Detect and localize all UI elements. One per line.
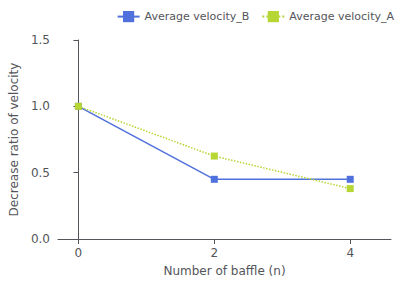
- svg-text:4: 4: [346, 246, 354, 260]
- svg-text:0.5: 0.5: [31, 166, 50, 180]
- svg-text:Average velocity_A: Average velocity_A: [289, 10, 394, 23]
- svg-text:Average velocity_B: Average velocity_B: [145, 10, 250, 23]
- svg-text:1.0: 1.0: [31, 99, 50, 113]
- svg-text:0.0: 0.0: [31, 232, 50, 246]
- svg-text:Number of baffle (n): Number of baffle (n): [163, 264, 285, 278]
- svg-text:1.5: 1.5: [31, 33, 50, 47]
- svg-text:0: 0: [75, 246, 83, 260]
- svg-text:Decrease ratio of velocity: Decrease ratio of velocity: [7, 63, 21, 217]
- svg-text:2: 2: [210, 246, 218, 260]
